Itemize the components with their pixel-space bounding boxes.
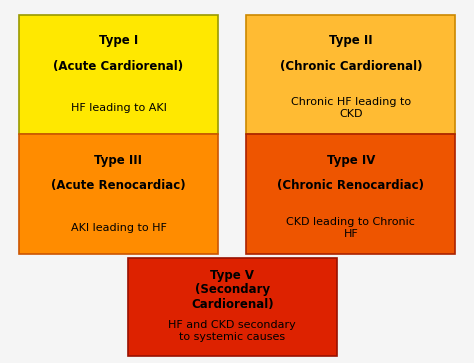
- Text: CKD leading to Chronic
HF: CKD leading to Chronic HF: [286, 217, 415, 238]
- FancyBboxPatch shape: [128, 258, 337, 356]
- Text: Type I: Type I: [99, 34, 138, 48]
- Text: (Secondary
Cardiorenal): (Secondary Cardiorenal): [191, 283, 273, 311]
- Text: Type II: Type II: [329, 34, 373, 48]
- Text: (Chronic Cardiorenal): (Chronic Cardiorenal): [280, 60, 422, 73]
- Text: AKI leading to HF: AKI leading to HF: [71, 223, 166, 233]
- FancyBboxPatch shape: [19, 15, 218, 134]
- Text: Type V: Type V: [210, 269, 254, 282]
- Text: (Chronic Renocardiac): (Chronic Renocardiac): [277, 179, 424, 192]
- FancyBboxPatch shape: [246, 134, 455, 254]
- Text: HF and CKD secondary
to systemic causes: HF and CKD secondary to systemic causes: [168, 321, 296, 342]
- Text: Type III: Type III: [94, 154, 143, 167]
- Text: Type IV: Type IV: [327, 154, 375, 167]
- Text: (Acute Cardiorenal): (Acute Cardiorenal): [54, 60, 183, 73]
- FancyBboxPatch shape: [246, 15, 455, 134]
- Text: HF leading to AKI: HF leading to AKI: [71, 103, 166, 113]
- Text: (Acute Renocardiac): (Acute Renocardiac): [51, 179, 186, 192]
- FancyBboxPatch shape: [19, 134, 218, 254]
- Text: Chronic HF leading to
CKD: Chronic HF leading to CKD: [291, 97, 411, 119]
